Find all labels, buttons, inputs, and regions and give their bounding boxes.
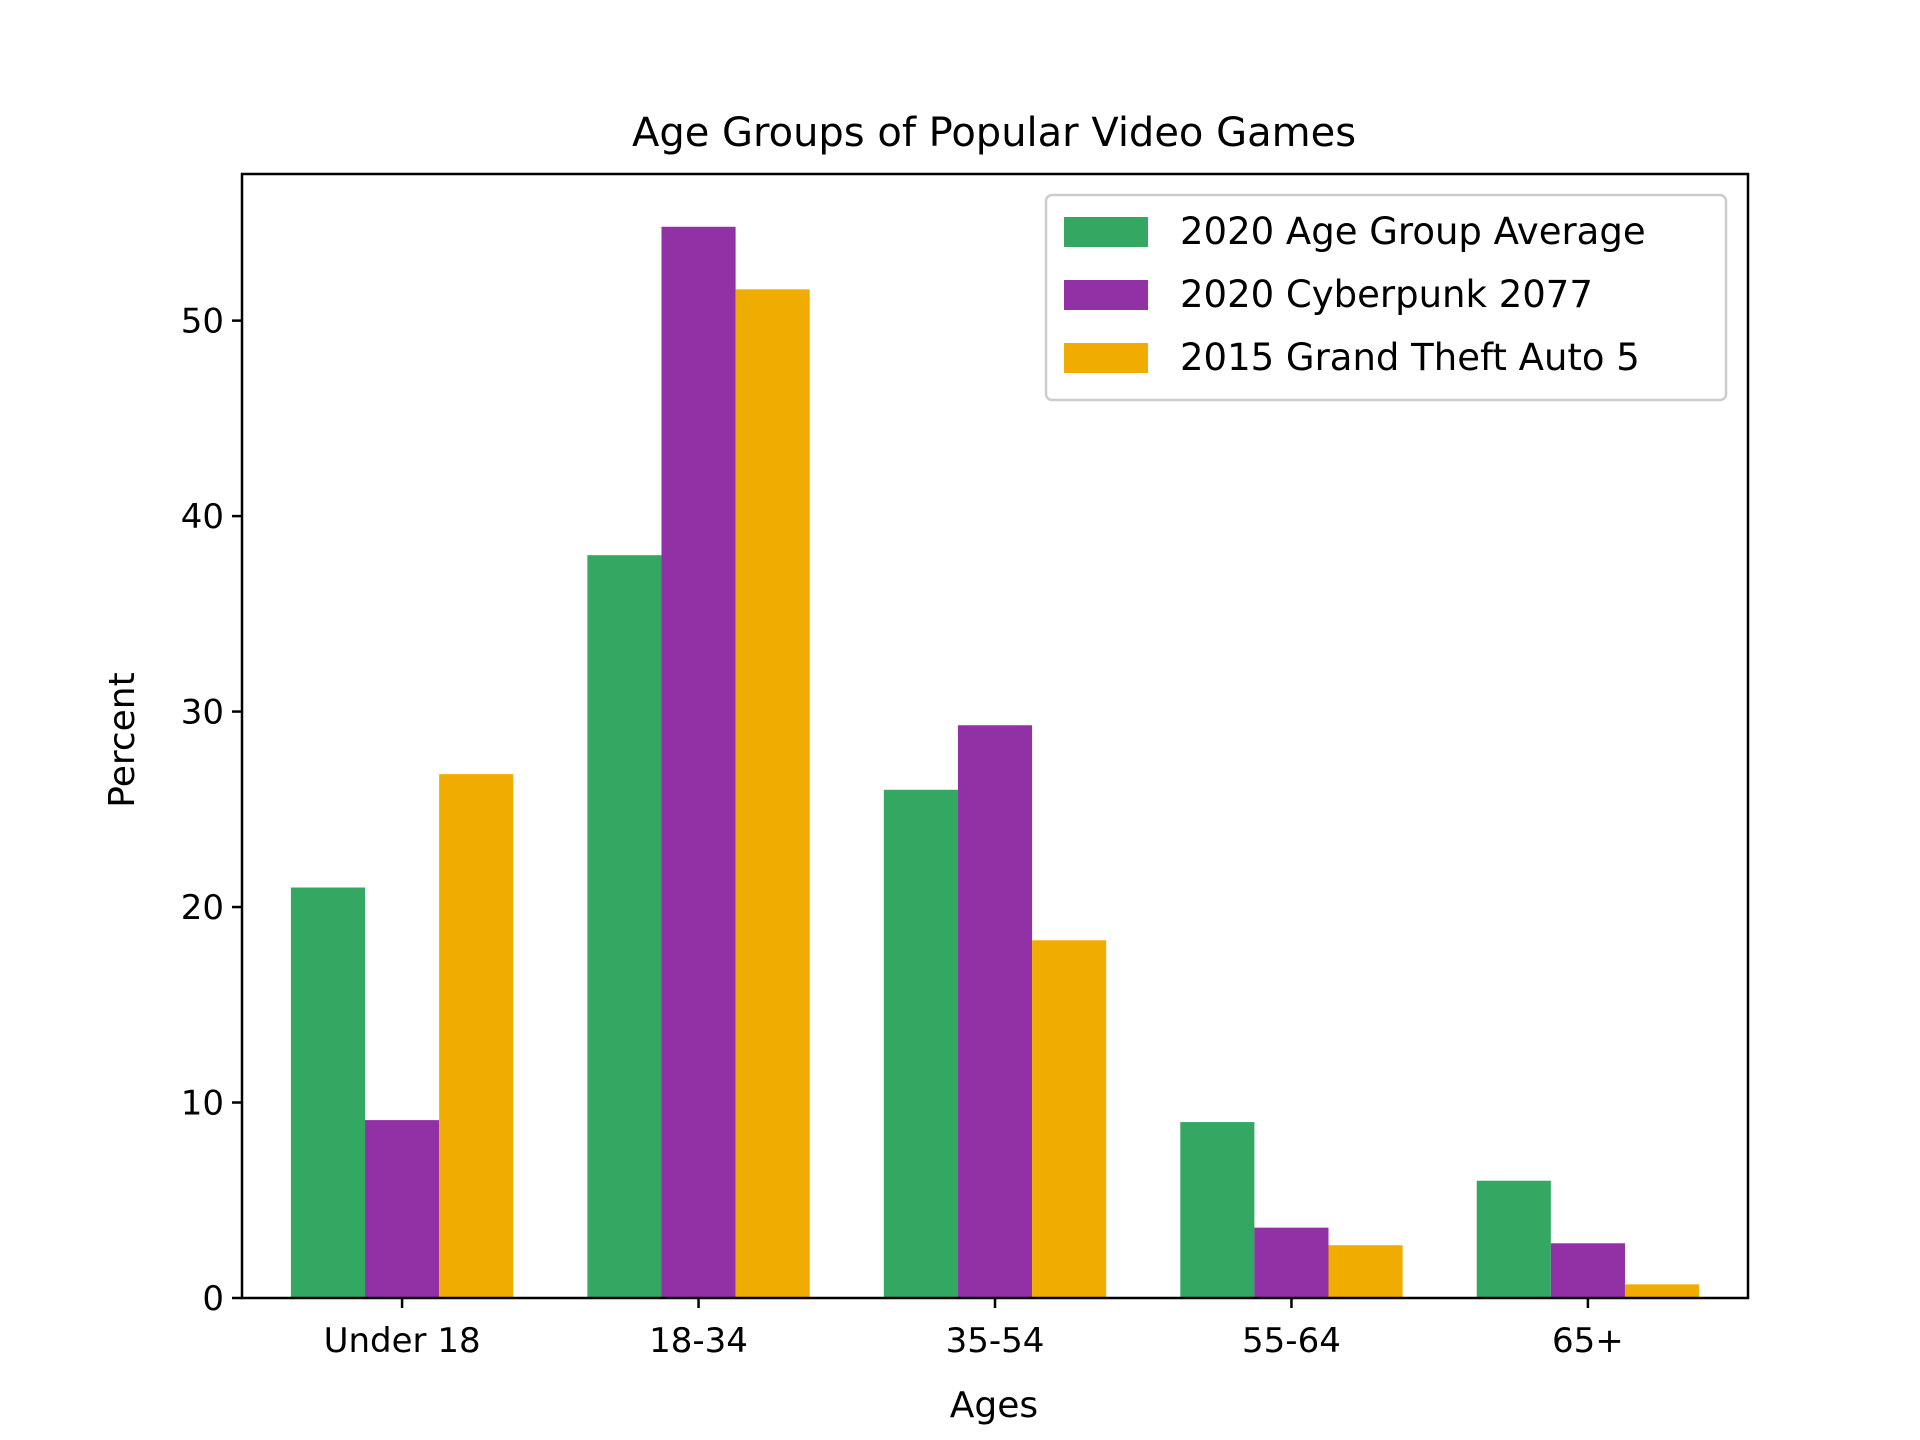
y-tick-label: 50 — [181, 302, 224, 342]
bars-layer — [290, 226, 1700, 1299]
bar-2-55-64 — [1254, 1227, 1329, 1298]
y-tick-label: 30 — [181, 693, 224, 733]
bar-2-18-34 — [661, 226, 736, 1298]
legend-label: 2015 Grand Theft Auto 5 — [1180, 336, 1640, 379]
y-tick-label: 10 — [181, 1084, 224, 1124]
y-axis: 0 10 20 30 40 50 — [181, 302, 242, 1319]
x-tick-label: 65+ — [1552, 1321, 1624, 1361]
x-tick-label: Under 18 — [324, 1321, 481, 1361]
legend-swatch — [1064, 217, 1148, 247]
bar-3-under-18 — [439, 774, 514, 1298]
legend-label: 2020 Age Group Average — [1180, 210, 1646, 253]
bar-1-35-54 — [883, 789, 958, 1298]
chart-title: Age Groups of Popular Video Games — [632, 110, 1356, 156]
y-tick-label: 0 — [202, 1279, 224, 1319]
legend-swatch — [1064, 343, 1148, 373]
y-tick-label: 40 — [181, 497, 224, 537]
x-tick-label: 55-64 — [1242, 1321, 1341, 1361]
bar-3-35-54 — [1032, 940, 1107, 1298]
legend-swatch — [1064, 280, 1148, 310]
legend-label: 2020 Cyberpunk 2077 — [1180, 273, 1593, 316]
x-tick-label: 35-54 — [946, 1321, 1045, 1361]
bar-3-55-64 — [1328, 1245, 1403, 1298]
x-axis: Under 18 18-34 35-54 55-64 65+ — [324, 1298, 1624, 1361]
y-axis-label: Percent — [102, 672, 143, 807]
x-tick-label: 18-34 — [649, 1321, 748, 1361]
bar-1-65- — [1476, 1180, 1551, 1298]
bar-1-55-64 — [1180, 1122, 1255, 1298]
bar-2-35-54 — [957, 725, 1033, 1298]
bar-3-18-34 — [735, 289, 810, 1299]
bar-1-under-18 — [290, 887, 366, 1298]
y-tick-label: 20 — [181, 888, 224, 928]
x-axis-label: Ages — [950, 1385, 1038, 1426]
bar-2-under-18 — [365, 1120, 440, 1298]
legend: 2020 Age Group Average 2020 Cyberpunk 207… — [1044, 193, 1728, 402]
bar-2-65- — [1550, 1243, 1625, 1298]
bar-1-18-34 — [587, 555, 662, 1298]
legend-box — [1044, 193, 1728, 402]
bar-3-65- — [1624, 1284, 1700, 1298]
